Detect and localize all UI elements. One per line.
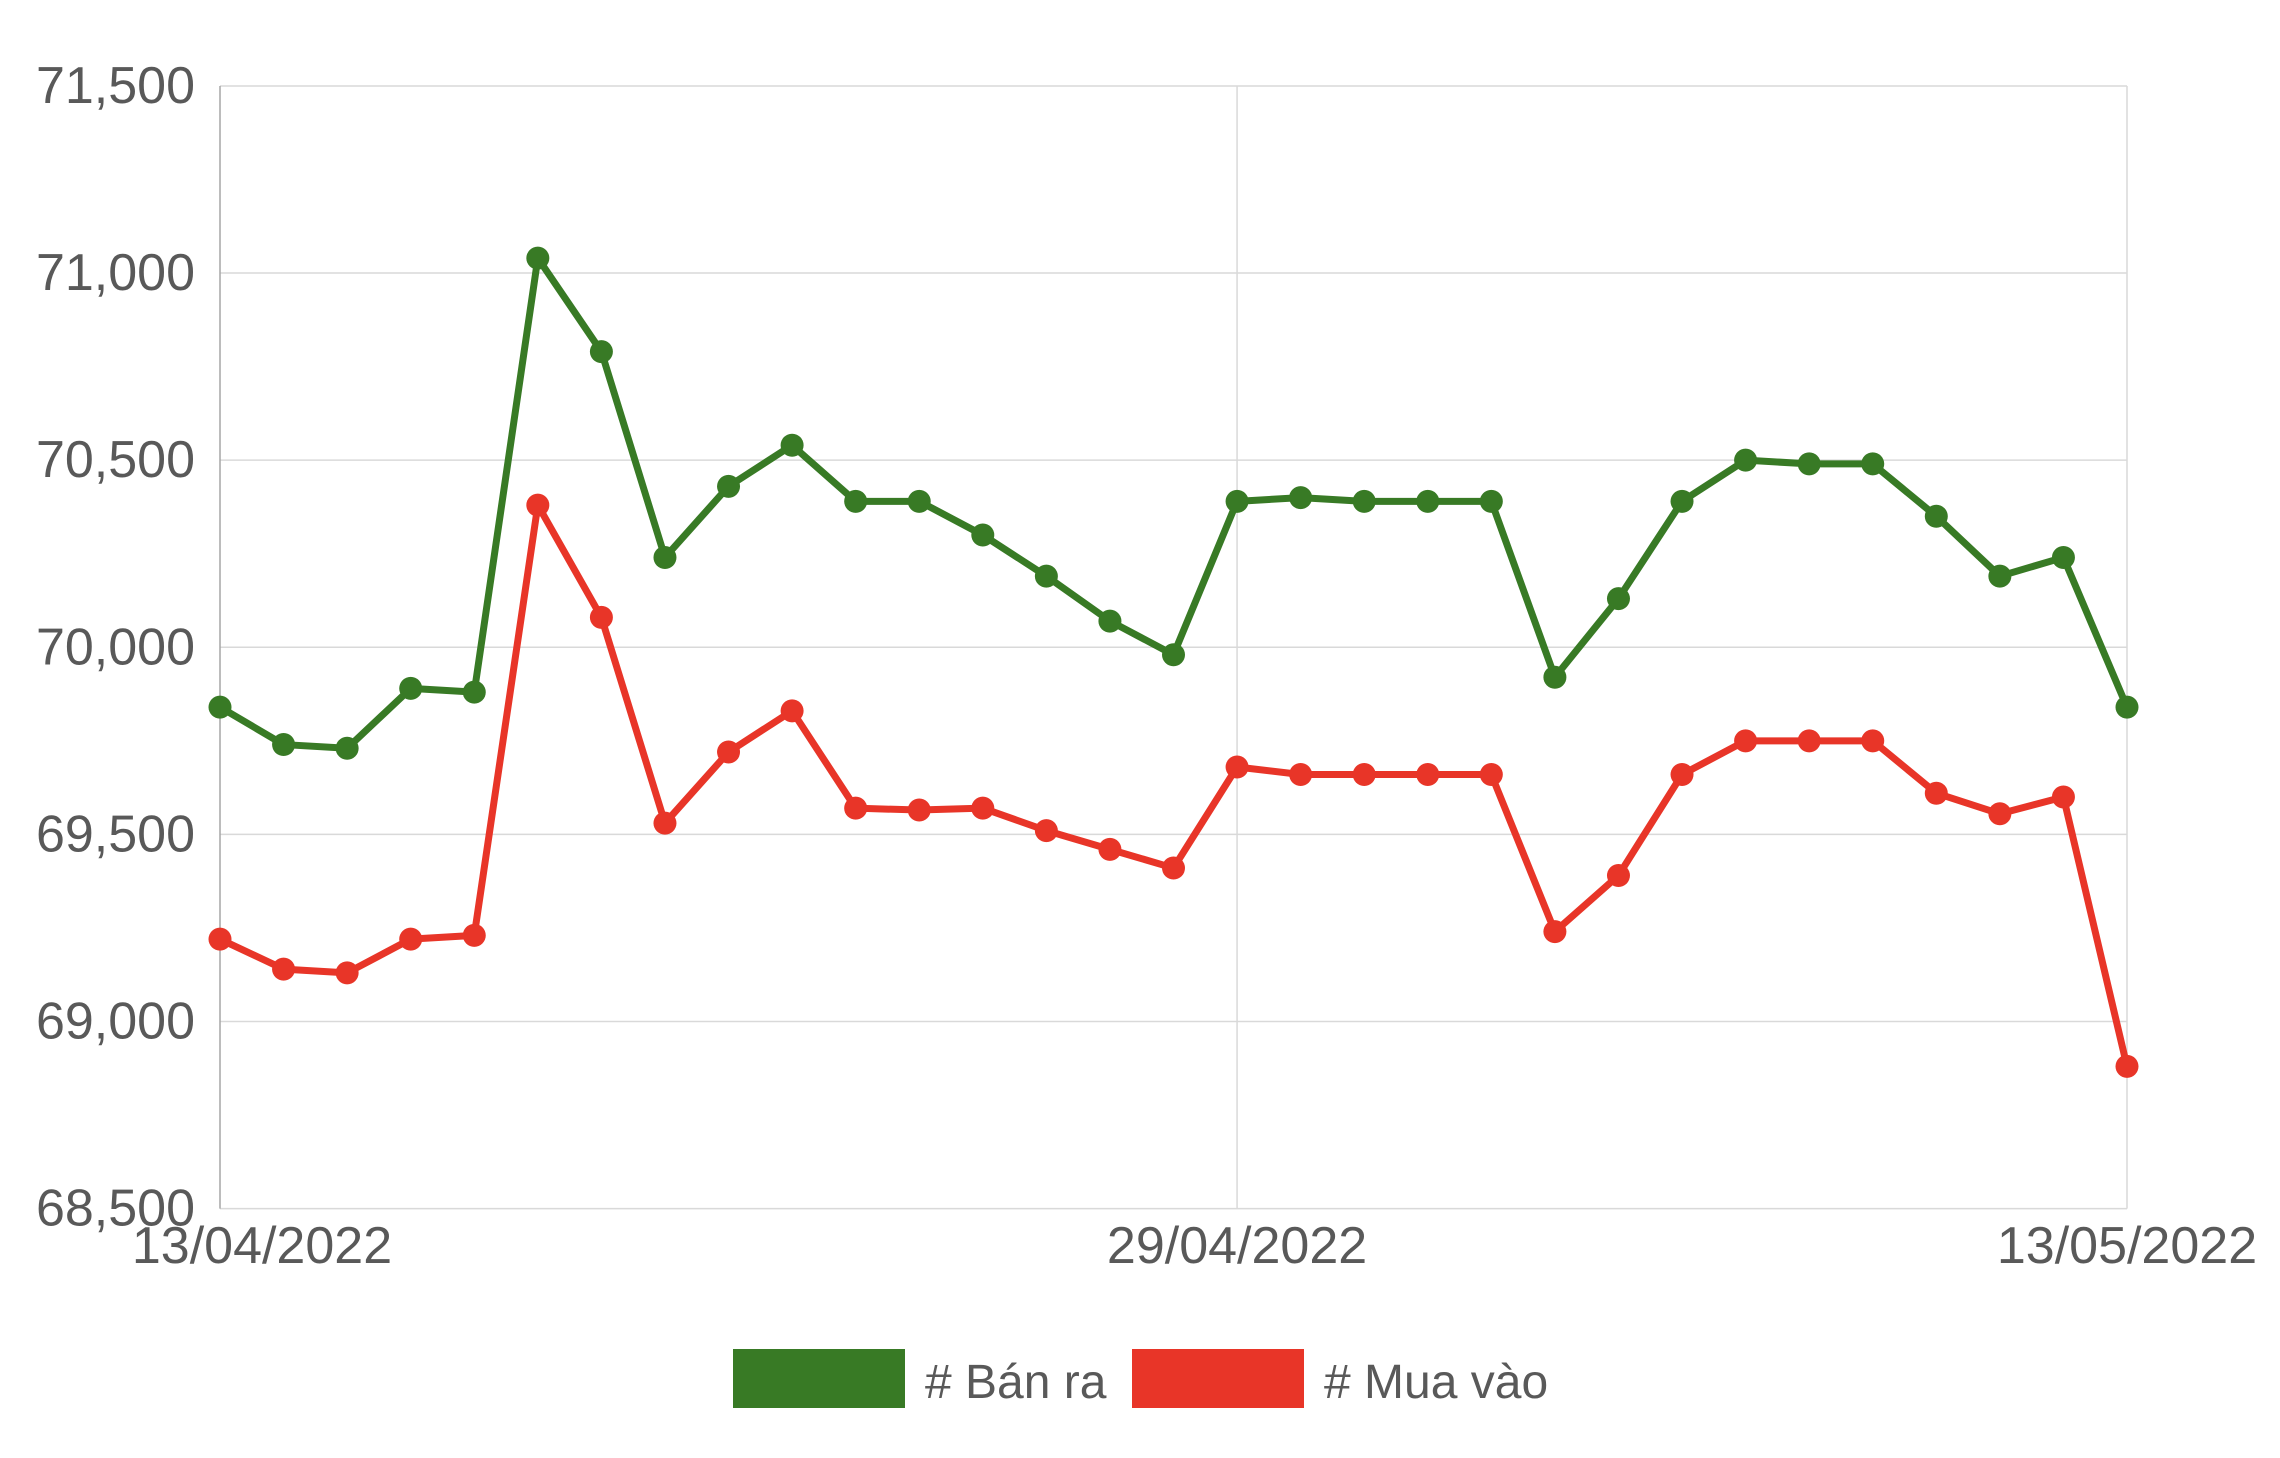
svg-text:70,500: 70,500 bbox=[36, 431, 195, 489]
svg-text:69,000: 69,000 bbox=[36, 992, 195, 1050]
svg-text:# Mua vào: # Mua vào bbox=[1324, 1356, 1548, 1409]
svg-text:70,000: 70,000 bbox=[36, 618, 195, 676]
svg-text:29/04/2022: 29/04/2022 bbox=[1107, 1217, 1367, 1275]
svg-text:68,500: 68,500 bbox=[36, 1180, 195, 1238]
svg-text:# Bán ra: # Bán ra bbox=[925, 1356, 1107, 1409]
svg-text:69,500: 69,500 bbox=[36, 805, 195, 863]
svg-text:13/05/2022: 13/05/2022 bbox=[1997, 1217, 2257, 1275]
svg-text:71,500: 71,500 bbox=[36, 57, 195, 115]
svg-text:71,000: 71,000 bbox=[36, 244, 195, 302]
